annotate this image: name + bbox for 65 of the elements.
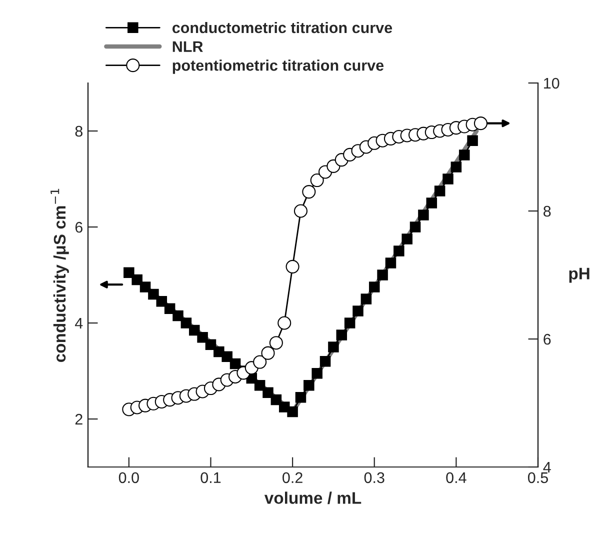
point: [434, 186, 446, 196]
legend-label: NLR: [172, 41, 203, 52]
point: [336, 330, 348, 340]
point: [352, 306, 364, 316]
point: [410, 222, 421, 232]
point: [148, 288, 159, 300]
y2-tick-label: 6: [544, 334, 551, 345]
legend-label: potentiometric titration curve: [172, 60, 384, 74]
point: [205, 339, 216, 350]
point: [294, 204, 308, 218]
point: [286, 260, 300, 274]
y2-tick-label: 4: [543, 462, 551, 473]
point: [467, 135, 478, 146]
point: [360, 294, 372, 304]
y2-tick-label: 8: [544, 206, 551, 217]
point: [312, 368, 322, 379]
point: [262, 387, 274, 398]
point: [450, 162, 462, 172]
x-tick-label: 0.0: [118, 472, 139, 484]
y-tick-label: 6: [75, 222, 82, 233]
y2-tick-label: 10: [544, 78, 560, 89]
point: [474, 116, 488, 130]
point: [180, 318, 192, 328]
point: [254, 380, 266, 391]
y-tick-label: 8: [75, 126, 82, 137]
point: [377, 270, 388, 280]
point: [442, 174, 454, 184]
point: [197, 332, 208, 343]
y2-axis-title: pH: [569, 268, 590, 283]
point: [140, 282, 151, 292]
point: [304, 380, 314, 391]
point: [394, 246, 404, 256]
y-tick-label: 4: [74, 318, 83, 329]
y-axis-title: conductivity /μS cm$^{−1}$: [50, 188, 69, 362]
point: [310, 174, 324, 188]
point: [295, 392, 306, 403]
point: [368, 282, 380, 292]
point: [261, 346, 275, 360]
point: [253, 355, 267, 369]
point: [426, 198, 438, 208]
y-tick-label: 2: [75, 414, 82, 425]
x-tick-label: 0.4: [446, 472, 466, 484]
point: [344, 318, 356, 328]
point: [320, 356, 331, 367]
point: [156, 296, 168, 307]
point: [132, 274, 142, 286]
x-tick-label: 0.2: [282, 472, 302, 484]
point: [269, 336, 283, 350]
point: [278, 316, 292, 330]
point: [385, 258, 396, 268]
x-axis-title: volume / mL: [264, 492, 362, 504]
point: [124, 267, 134, 278]
point: [222, 351, 232, 362]
point: [458, 150, 470, 160]
point: [402, 234, 412, 244]
point: [328, 342, 339, 352]
point: [302, 185, 316, 199]
x-tick-label: 0.1: [200, 472, 221, 484]
legend-label: conductometric titration curve: [172, 22, 392, 34]
point: [418, 210, 429, 220]
point: [164, 303, 176, 314]
x-tick-label: 0.5: [528, 472, 548, 484]
x-tick-label: 0.3: [364, 472, 384, 484]
point: [287, 406, 298, 418]
point: [172, 310, 184, 322]
